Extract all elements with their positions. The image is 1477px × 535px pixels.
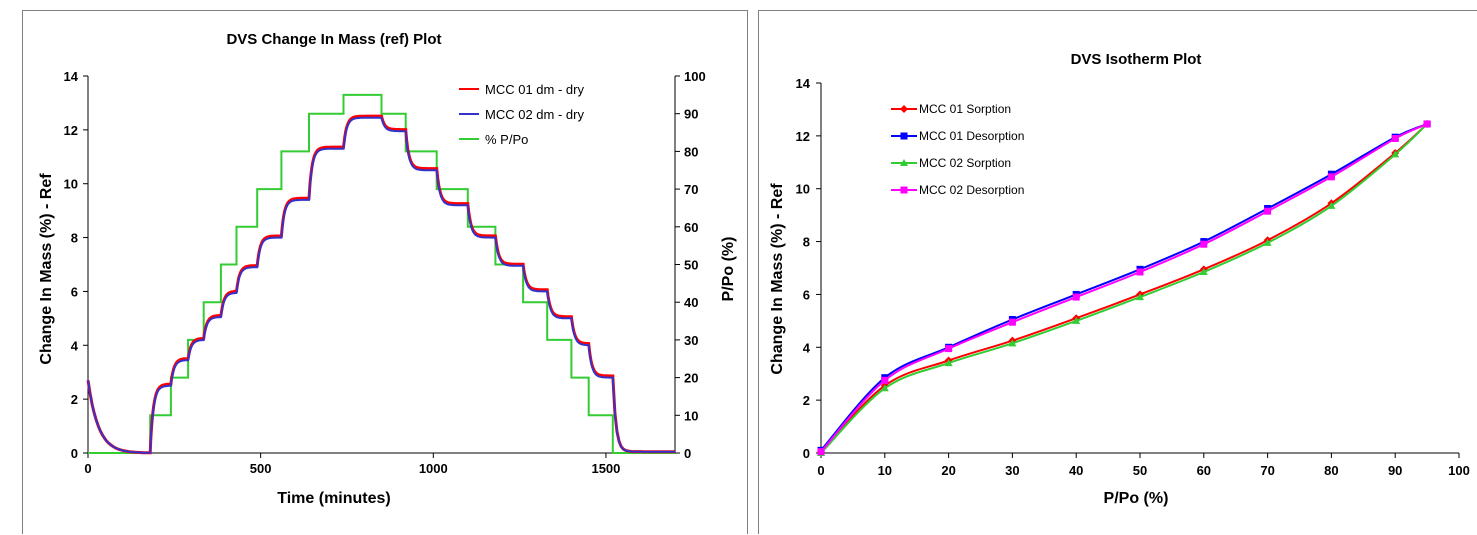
y-tick-label: 2 <box>71 392 78 407</box>
y-tick-label: 10 <box>796 182 810 197</box>
y2-tick-label: 100 <box>684 69 706 84</box>
y-tick-label: 8 <box>803 235 810 250</box>
data-point-mcc02-sorption <box>1072 316 1081 324</box>
legend-label-mcc01: MCC 01 dm - dry <box>485 82 584 97</box>
data-point-mcc02-desorption <box>1264 207 1272 215</box>
time-chart: DVS Change In Mass (ref) Plot Time (minu… <box>38 31 737 507</box>
y-tick-label: 0 <box>803 446 810 461</box>
data-point-mcc02-desorption <box>1008 318 1016 326</box>
time-chart-title: DVS Change In Mass (ref) Plot <box>226 31 441 48</box>
x-tick-label: 40 <box>1069 463 1083 478</box>
y-tick-label: 12 <box>796 129 810 144</box>
x-tick-label: 50 <box>1133 463 1147 478</box>
data-point-mcc02-sorption <box>1008 339 1017 347</box>
data-point-mcc02-desorption <box>817 448 825 456</box>
series-line-ppo <box>88 93 675 454</box>
isotherm-chart-x-axis-title: P/Po (%) <box>1104 490 1169 507</box>
y2-tick-label: 90 <box>684 107 698 122</box>
data-point-mcc02-desorption <box>1423 120 1431 128</box>
series-line-mcc02 <box>87 116 675 454</box>
isotherm-chart-y-axis-title: Change In Mass (%) - Ref <box>769 183 786 375</box>
data-point-mcc02-desorption <box>1200 240 1208 248</box>
series-line-mcc02-desorption <box>820 123 1428 453</box>
legend-marker-mcc02-desorption <box>900 186 908 194</box>
y2-tick-label: 30 <box>684 333 698 348</box>
x-tick-label: 80 <box>1324 463 1338 478</box>
y-tick-label: 8 <box>71 231 78 246</box>
y-tick-label: 6 <box>71 284 78 299</box>
y-tick-label: 4 <box>71 338 79 353</box>
y2-tick-label: 80 <box>684 144 698 159</box>
time-chart-legend: MCC 01 dm - dry MCC 02 dm - dry % P/Po <box>459 82 584 147</box>
data-point-mcc02-sorption <box>1263 238 1272 246</box>
y-tick-label: 14 <box>796 76 811 91</box>
x-tick-label: 100 <box>1448 463 1470 478</box>
legend-marker-mcc01-sorption <box>900 105 908 113</box>
legend-marker-mcc01-desorption <box>900 132 908 140</box>
series-line-mcc01 <box>86 114 675 455</box>
data-point-mcc02-desorption <box>881 376 889 384</box>
isotherm-chart-panel: DVS Isotherm Plot P/Po (%) Change In Mas… <box>758 10 1477 534</box>
time-chart-panel: DVS Change In Mass (ref) Plot Time (minu… <box>22 10 748 534</box>
data-point-mcc02-sorption <box>1391 150 1400 158</box>
legend-label-ppo: % P/Po <box>485 132 528 147</box>
x-tick-label: 0 <box>84 461 91 476</box>
time-chart-y-axis-title: Change In Mass (%) - Ref <box>38 173 55 365</box>
y-tick-label: 0 <box>71 446 78 461</box>
x-tick-label: 70 <box>1260 463 1274 478</box>
x-tick-label: 1500 <box>591 461 620 476</box>
data-point-mcc02-desorption <box>945 345 953 353</box>
legend-label-mcc01-desorption: MCC 01 Desorption <box>919 129 1024 143</box>
x-tick-label: 90 <box>1388 463 1402 478</box>
y-tick-label: 6 <box>803 287 810 302</box>
y2-tick-label: 20 <box>684 371 698 386</box>
x-tick-label: 10 <box>878 463 892 478</box>
y2-tick-label: 70 <box>684 182 698 197</box>
data-point-mcc02-desorption <box>1391 135 1399 142</box>
data-point-mcc02-sorption <box>880 384 889 392</box>
data-point-mcc02-sorption <box>944 359 953 367</box>
y-tick-label: 4 <box>803 340 811 355</box>
y2-tick-label: 40 <box>684 295 698 310</box>
x-tick-label: 1000 <box>419 461 448 476</box>
y-tick-label: 14 <box>64 69 79 84</box>
isotherm-chart-legend: MCC 01 Sorption MCC 01 Desorption MCC 02 S… <box>891 102 1024 197</box>
y2-tick-label: 50 <box>684 258 698 273</box>
y2-tick-label: 10 <box>684 408 698 423</box>
y-tick-label: 2 <box>803 393 810 408</box>
legend-label-mcc02: MCC 02 dm - dry <box>485 107 584 122</box>
y-tick-label: 10 <box>64 177 78 192</box>
isotherm-chart-title: DVS Isotherm Plot <box>1071 51 1202 68</box>
legend-label-mcc01-sorption: MCC 01 Sorption <box>919 102 1011 116</box>
legend-label-mcc02-sorption: MCC 02 Sorption <box>919 156 1011 170</box>
data-point-mcc02-sorption <box>1327 201 1336 209</box>
x-tick-label: 500 <box>250 461 272 476</box>
legend-marker-mcc02-sorption <box>900 159 908 166</box>
x-tick-label: 20 <box>941 463 955 478</box>
x-tick-label: 0 <box>817 463 824 478</box>
x-tick-label: 30 <box>1005 463 1019 478</box>
y2-tick-label: 0 <box>684 446 691 461</box>
legend-label-mcc02-desorption: MCC 02 Desorption <box>919 183 1024 197</box>
data-point-mcc02-sorption <box>1199 267 1208 275</box>
data-point-mcc02-desorption <box>1327 173 1335 181</box>
isotherm-chart: DVS Isotherm Plot P/Po (%) Change In Mas… <box>769 51 1470 507</box>
data-point-mcc02-sorption <box>1136 293 1144 301</box>
data-point-mcc02-desorption <box>1136 268 1144 276</box>
y-tick-label: 12 <box>64 123 78 138</box>
time-chart-y2-axis-title: P/Po (%) <box>720 237 737 302</box>
time-chart-x-axis-title: Time (minutes) <box>277 490 391 507</box>
y2-tick-label: 60 <box>684 220 698 235</box>
x-tick-label: 60 <box>1197 463 1211 478</box>
data-point-mcc02-desorption <box>1072 293 1080 301</box>
